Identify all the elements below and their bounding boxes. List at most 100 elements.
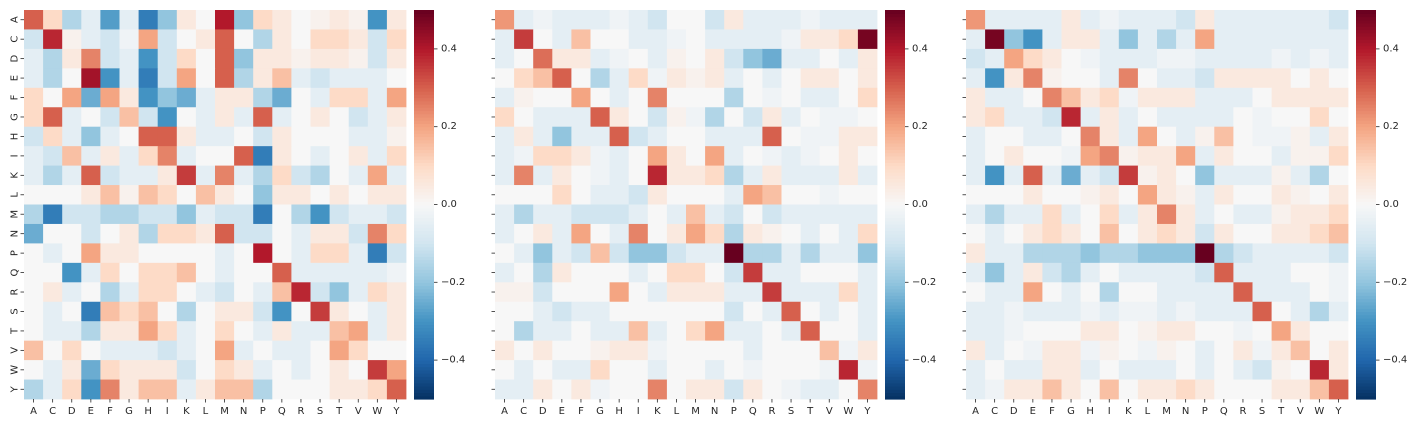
heatmap-cell-P-Q: [1214, 243, 1234, 264]
heatmap-cell-W-Q: [1214, 360, 1234, 380]
heatmap-cell-R-W: [367, 282, 388, 303]
colorbar-segment: [885, 129, 905, 134]
colorbar-segment: [885, 262, 905, 267]
heatmap-cell-L-T: [1271, 185, 1292, 205]
heatmap-cell-N-E: [1023, 223, 1043, 244]
heatmap-cell-I-I: [628, 146, 649, 166]
heatmap-cell-R-T: [800, 282, 821, 303]
heatmap-cell-I-W: [367, 146, 388, 166]
x-tick-label: T: [1277, 406, 1285, 417]
colorbar-segment: [414, 347, 434, 351]
x-tick-label: P: [260, 406, 266, 417]
colorbar-segment: [1356, 227, 1376, 232]
colorbar-segment: [414, 97, 434, 102]
colorbar-tick-label: 0.4: [441, 43, 457, 54]
heatmap-cell-Q-I: [628, 262, 649, 283]
heatmap-cell-Y-H: [138, 379, 159, 400]
colorbar-segment: [1356, 282, 1376, 287]
heatmap-cell-F-M: [1157, 87, 1177, 108]
heatmap-cell-E-N: [705, 68, 725, 89]
heatmap-cell-S-G: [590, 301, 610, 322]
colorbar-segment: [1356, 19, 1376, 24]
heatmap-cell-G-R: [291, 107, 311, 128]
heatmap-cell-H-S: [310, 126, 330, 147]
heatmap-cell-Q-R: [762, 262, 782, 283]
heatmap-cell-K-C: [985, 165, 1005, 186]
heatmap-cell-F-E: [81, 87, 101, 108]
colorbar-tick-label: 0.4: [912, 43, 928, 54]
colorbar-segment: [1356, 26, 1376, 31]
heatmap-cell-A-A: [24, 10, 44, 30]
heatmap-cell-T-M: [1157, 321, 1177, 342]
heatmap-cell-G-L: [1137, 107, 1158, 128]
colorbar-segment: [414, 185, 434, 189]
heatmap-cell-M-D: [1004, 204, 1024, 225]
heatmap-cell-G-I: [157, 107, 178, 128]
heatmap-cell-C-Q: [272, 29, 292, 50]
heatmap-cell-H-L: [1137, 126, 1158, 147]
heatmap-cell-Q-L: [195, 262, 216, 283]
heatmap-cell-M-P: [253, 204, 273, 225]
heatmap-cell-Y-T: [800, 379, 821, 400]
heatmap-cell-I-N: [1176, 146, 1196, 166]
colorbar-segment: [885, 308, 905, 313]
heatmap-cell-I-N: [234, 146, 254, 166]
heatmap-cell-D-P: [1195, 48, 1215, 69]
heatmap-cell-T-S: [781, 321, 801, 342]
heatmap-cell-N-A: [24, 223, 44, 244]
heatmap-cell-N-W: [838, 223, 859, 244]
heatmap-cell-K-Q: [743, 165, 763, 186]
colorbar-segment: [1356, 230, 1376, 235]
x-tick-label: A: [972, 406, 979, 417]
heatmap-cell-A-I: [157, 10, 178, 30]
heatmap-cell-I-V: [1290, 146, 1311, 166]
heatmap-cell-A-L: [1137, 10, 1158, 30]
heatmap-cell-P-D: [62, 243, 82, 264]
colorbar-segment: [885, 259, 905, 264]
heatmap-cell-G-Y: [1328, 107, 1349, 128]
heatmap-cell-Y-D: [533, 379, 553, 400]
heatmap-cell-D-K: [176, 48, 197, 69]
heatmap-cell-T-D: [1004, 321, 1024, 342]
heatmap-cell-A-D: [62, 10, 82, 30]
heatmap-cell-A-Q: [272, 10, 292, 30]
colorbar-segment: [885, 100, 905, 105]
colorbar-segment: [885, 369, 905, 374]
colorbar-tick-label: −0.2: [1383, 277, 1407, 288]
x-tick-label: K: [183, 406, 190, 417]
heatmap-cell-I-W: [838, 146, 859, 166]
heatmap-cell-F-H: [1080, 87, 1101, 108]
heatmap-cell-D-T: [329, 48, 350, 69]
heatmap-cell-P-R: [1233, 243, 1253, 264]
heatmap-cell-Q-Q: [272, 262, 292, 283]
heatmap-cell-R-D: [1004, 282, 1024, 303]
heatmap-cell-T-I: [628, 321, 649, 342]
heatmap-cell-I-V: [348, 146, 369, 166]
colorbar-segment: [414, 74, 434, 79]
x-tick-label: Q: [278, 406, 286, 417]
heatmap-cell-I-F: [1042, 146, 1062, 166]
colorbar-segment: [885, 191, 905, 196]
heatmap-cell-E-A: [966, 68, 986, 89]
colorbar-segment: [414, 39, 434, 44]
colorbar-segment: [414, 353, 434, 358]
heatmap-cell-Y-R: [291, 379, 311, 400]
heatmap-cell-C-L: [666, 29, 687, 50]
heatmap-cell-H-H: [1080, 126, 1101, 147]
heatmap-cell-R-N: [1176, 282, 1196, 303]
heatmap-cell-S-K: [176, 301, 197, 322]
heatmap-cell-E-D: [533, 68, 553, 89]
colorbar-segment: [414, 146, 434, 150]
x-tick-label: D: [539, 406, 547, 417]
heatmap-cell-Y-S: [1252, 379, 1272, 400]
colorbar-segment: [885, 94, 905, 99]
heatmap-cell-M-T: [800, 204, 821, 225]
heatmap-cell-F-K: [176, 87, 197, 108]
colorbar-segment: [1356, 334, 1376, 339]
heatmap-cell-D-T: [1271, 48, 1292, 69]
heatmap-cell-N-Q: [743, 223, 763, 244]
heatmap-cell-N-I: [628, 223, 649, 244]
heatmap-cell-K-N: [234, 165, 254, 186]
x-tick-label: M: [220, 406, 229, 417]
colorbar-segment: [414, 308, 434, 313]
